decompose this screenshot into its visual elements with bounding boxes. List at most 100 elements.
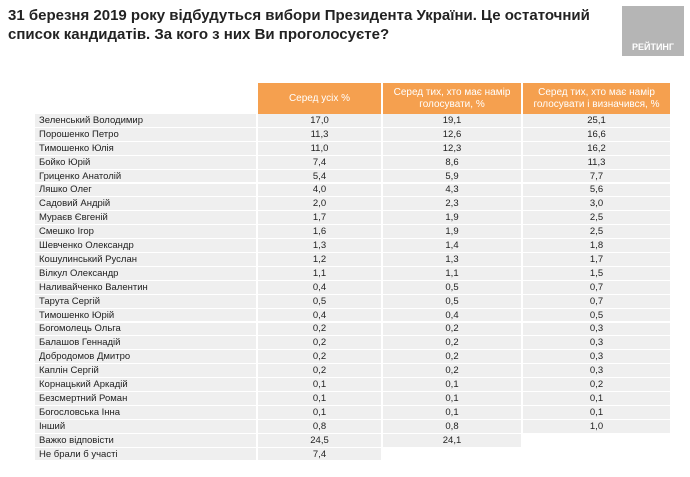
- cell-value: 1,5: [523, 266, 672, 281]
- cell-value: 1,1: [383, 266, 523, 281]
- cell-value: 0,4: [258, 280, 383, 295]
- cell-value: 0,3: [523, 336, 672, 351]
- cell-value: 0,2: [383, 336, 523, 351]
- title: 31 березня 2019 року відбудуться вибори …: [8, 7, 590, 43]
- cell-value: 1,2: [258, 253, 383, 267]
- cell-value: 0,2: [383, 322, 523, 337]
- cell-value: 0,3: [523, 364, 672, 379]
- cell-value: 16,2: [523, 141, 672, 156]
- cell-value: 1,9: [383, 211, 523, 226]
- row-label: Смешко Ігор: [35, 225, 258, 240]
- cell-value: 5,4: [258, 169, 383, 184]
- row-label: Порошенко Петро: [35, 127, 258, 142]
- cell-value: 17,0: [258, 114, 383, 128]
- cell-value: 12,3: [383, 141, 523, 156]
- logo: РЕЙТИНГ: [622, 6, 684, 56]
- row-label: Мураєв Євгеній: [35, 211, 258, 226]
- cell-value: 7,4: [258, 155, 383, 170]
- row-label: Наливайченко Валентин: [35, 280, 258, 295]
- cell-value: 8,6: [383, 155, 523, 170]
- row-label: Каплін Сергій: [35, 364, 258, 379]
- cell-value: 2,5: [523, 211, 672, 226]
- column-header: Серед усіх %: [258, 83, 383, 114]
- row-label: Садовий Андрій: [35, 197, 258, 212]
- cell-value: 0,5: [523, 308, 672, 323]
- cell-value: 2,5: [523, 225, 672, 240]
- row-label: Богословська Інна: [35, 405, 258, 420]
- cell-value: 0,5: [258, 294, 383, 309]
- cell-value: 24,1: [383, 433, 523, 448]
- cell-value: 1,3: [258, 239, 383, 253]
- cell-value: 1,7: [258, 211, 383, 226]
- cell-value: 0,1: [383, 405, 523, 420]
- row-label: Не брали б участі: [35, 447, 258, 462]
- cell-value: 1,8: [523, 239, 672, 253]
- cell-value: 1,7: [523, 253, 672, 267]
- cell-value: 1,0: [523, 419, 672, 434]
- cell-value: 3,0: [523, 197, 672, 212]
- row-label: Безсмертний Роман: [35, 392, 258, 406]
- cell-value: 5,6: [523, 183, 672, 198]
- row-label: Кошулинський Руслан: [35, 253, 258, 267]
- cell-value: 0,8: [258, 419, 383, 434]
- cell-value: 0,1: [383, 378, 523, 392]
- row-label: Балашов Геннадій: [35, 336, 258, 351]
- cell-value: 1,3: [383, 253, 523, 267]
- cell-value: 0,3: [523, 350, 672, 365]
- cell-value: 0,5: [383, 294, 523, 309]
- cell-value: 2,0: [258, 197, 383, 212]
- row-label: Вілкул Олександр: [35, 266, 258, 281]
- cell-value: 0,7: [523, 294, 672, 309]
- cell-value: 0,1: [523, 392, 672, 406]
- row-label: Корнацький Аркадій: [35, 378, 258, 392]
- cell-value: 0,2: [383, 364, 523, 379]
- cell-value: 4,3: [383, 183, 523, 198]
- cell-value: 0,1: [258, 405, 383, 420]
- column-header: Серед тих, хто має намір голосувати і ви…: [523, 83, 672, 114]
- cell-value: 0,2: [258, 364, 383, 379]
- cell-value: 0,2: [258, 336, 383, 351]
- cell-value: 11,3: [258, 127, 383, 142]
- cell-value: 12,6: [383, 127, 523, 142]
- row-label: Тарута Сергій: [35, 294, 258, 309]
- cell-value: 19,1: [383, 114, 523, 128]
- cell-value: 0,2: [258, 350, 383, 365]
- cell-value: 0,4: [383, 308, 523, 323]
- cell-value: 0,2: [383, 350, 523, 365]
- row-label: Тимошенко Юлія: [35, 141, 258, 156]
- row-label: Добродомов Дмитро: [35, 350, 258, 365]
- cell-value: 16,6: [523, 127, 672, 142]
- cell-value: 11,0: [258, 141, 383, 156]
- cell-value: 0,4: [258, 308, 383, 323]
- cell-value: 0,3: [523, 322, 672, 337]
- cell-value: 1,1: [258, 266, 383, 281]
- row-label: Важко відповісти: [35, 433, 258, 448]
- cell-value: 0,5: [383, 280, 523, 295]
- cell-value: 0,7: [523, 280, 672, 295]
- cell-value: 0,1: [258, 378, 383, 392]
- cell-value: 0,1: [523, 405, 672, 420]
- cell-value: 0,8: [383, 419, 523, 434]
- row-label: Тимошенко Юрій: [35, 308, 258, 323]
- cell-value: 2,3: [383, 197, 523, 212]
- row-label: Зеленський Володимир: [35, 114, 258, 128]
- cell-value: 24,5: [258, 433, 383, 448]
- row-label: Інший: [35, 419, 258, 434]
- cell-value: 1,6: [258, 225, 383, 240]
- cell-value: 1,9: [383, 225, 523, 240]
- cell-value: 5,9: [383, 169, 523, 184]
- row-label: Богомолець Ольга: [35, 322, 258, 337]
- cell-value: 0,2: [523, 378, 672, 392]
- row-label: Шевченко Олександр: [35, 239, 258, 253]
- cell-value: 7,7: [523, 169, 672, 184]
- cell-value: 7,4: [258, 447, 383, 462]
- row-label: Бойко Юрій: [35, 155, 258, 170]
- cell-value: 25,1: [523, 114, 672, 128]
- column-header: Серед тих, хто має намір голосувати, %: [383, 83, 523, 114]
- cell-value: 4,0: [258, 183, 383, 198]
- cell-value: 0,2: [258, 322, 383, 337]
- cell-value: 0,1: [258, 392, 383, 406]
- row-label: Гриценко Анатолій: [35, 169, 258, 184]
- cell-value: 0,1: [383, 392, 523, 406]
